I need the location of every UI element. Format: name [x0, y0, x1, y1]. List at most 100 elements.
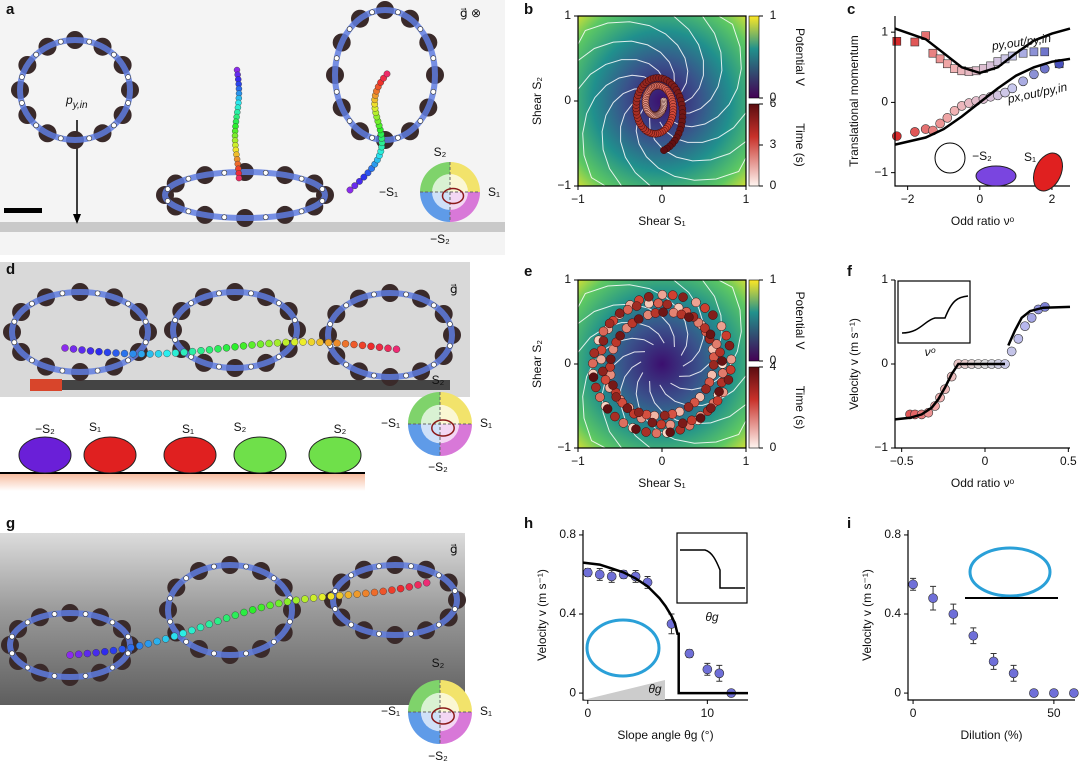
x-tick-label: −1: [571, 454, 585, 468]
trajectory-marker: [618, 418, 629, 428]
joint: [125, 300, 131, 307]
mode-label: −S₂: [35, 422, 55, 436]
trajectory-marker: [718, 368, 728, 378]
data-point: [582, 567, 593, 578]
data-point: [1029, 69, 1039, 80]
joint: [51, 673, 58, 679]
trajectory-bead: [360, 173, 368, 181]
inset-label: θg: [705, 610, 719, 624]
inset-label: νᵒ: [925, 345, 936, 359]
streamline: [577, 21, 689, 93]
joint: [9, 650, 15, 657]
joint: [431, 302, 437, 309]
mode-label: S₂: [234, 420, 247, 434]
y-axis-label: Shear S₂: [530, 340, 544, 388]
panel-label: e: [524, 263, 532, 280]
trajectory-bead: [275, 599, 283, 608]
trajectory-marker: [658, 307, 668, 317]
trajectory-bead: [120, 349, 129, 358]
momentum-base: p: [65, 93, 73, 107]
trajectory-bead: [353, 590, 361, 598]
cartoon-ring: [585, 618, 661, 678]
trajectory-bead: [179, 629, 187, 638]
data-point: [1000, 87, 1010, 98]
x-tick-label: 50: [1047, 706, 1061, 720]
joint: [9, 633, 15, 640]
wheel-trace: [441, 187, 465, 205]
trajectory-marker: [611, 392, 621, 402]
trajectory-bead: [92, 648, 100, 657]
trajectory-bead: [358, 341, 367, 350]
data-point: [935, 54, 945, 64]
data-point: [1008, 668, 1019, 679]
joint: [348, 621, 354, 628]
joint: [24, 664, 31, 671]
y-tick-label: 0: [894, 685, 901, 699]
trajectory-bead: [61, 344, 69, 352]
trajectory-bead: [197, 347, 205, 355]
inset-curve: [901, 295, 969, 334]
trajectory-marker: [726, 354, 737, 365]
colorbar-label: Time (s): [793, 123, 807, 167]
trajectory-bead: [351, 182, 359, 190]
joint: [183, 575, 189, 581]
trajectory-bead: [370, 588, 379, 597]
x-tick-label: 1: [743, 454, 750, 468]
joint: [447, 321, 453, 327]
robot-chain: [330, 562, 460, 638]
trajectory-bead: [239, 342, 248, 350]
trajectory-bead: [346, 186, 354, 194]
wheel-label: S₁: [480, 704, 492, 718]
x-tick-label: 1: [743, 192, 750, 206]
colorbar-tick-label: 1: [770, 8, 777, 22]
joint: [327, 321, 333, 327]
trajectory-bead: [240, 608, 248, 617]
trajectory-bead: [396, 584, 405, 593]
joint: [403, 372, 409, 379]
trajectory-bead: [405, 583, 413, 591]
trajectory-marker: [677, 418, 688, 428]
trajectory-marker: [716, 321, 727, 331]
joint: [371, 372, 377, 379]
joint: [376, 631, 382, 637]
trajectory-marker: [622, 403, 633, 413]
joint: [248, 290, 254, 297]
gravity-label: g⃗ ⊗: [460, 6, 481, 20]
trajectory-bead: [383, 70, 391, 78]
robot-chain: [162, 169, 328, 221]
data-point: [988, 656, 999, 667]
trajectory-bead: [318, 593, 326, 601]
fit-line: [582, 561, 748, 695]
inset-curve: [680, 549, 745, 589]
x-axis-label: Slope angle θg (°): [617, 728, 713, 742]
joint: [431, 361, 437, 368]
colorbar-tick-label: 0: [770, 353, 777, 367]
trajectory-marker: [711, 339, 722, 349]
wheel-label: −S₁: [379, 185, 398, 199]
joint: [111, 51, 117, 58]
trajectory-marker: [631, 424, 641, 434]
joint: [369, 9, 375, 16]
joint: [348, 572, 354, 579]
trajectory-marker: [602, 404, 613, 414]
x-axis-label: Shear S₁: [638, 476, 685, 490]
trajectory-bead: [367, 342, 375, 351]
data-point: [935, 118, 945, 129]
trajectory-marker: [725, 365, 736, 375]
momentum-label: py,in: [65, 93, 88, 110]
x-axis-label: Odd ratio νᵒ: [951, 214, 1015, 228]
trajectory-bead: [283, 598, 292, 606]
colorbar-label: Potential V: [793, 291, 807, 349]
slope-label: θg: [648, 682, 662, 696]
robot-chain: [9, 289, 151, 375]
joint: [211, 563, 217, 570]
trajectory-marker: [598, 366, 608, 377]
x-tick-label: 0: [659, 454, 666, 468]
trajectory-bead: [129, 350, 137, 358]
trajectory-bead: [344, 591, 353, 599]
streamline: [670, 15, 742, 128]
joint: [298, 175, 305, 182]
joint: [403, 291, 409, 298]
joint: [167, 595, 173, 602]
trajectory-marker: [714, 386, 724, 397]
